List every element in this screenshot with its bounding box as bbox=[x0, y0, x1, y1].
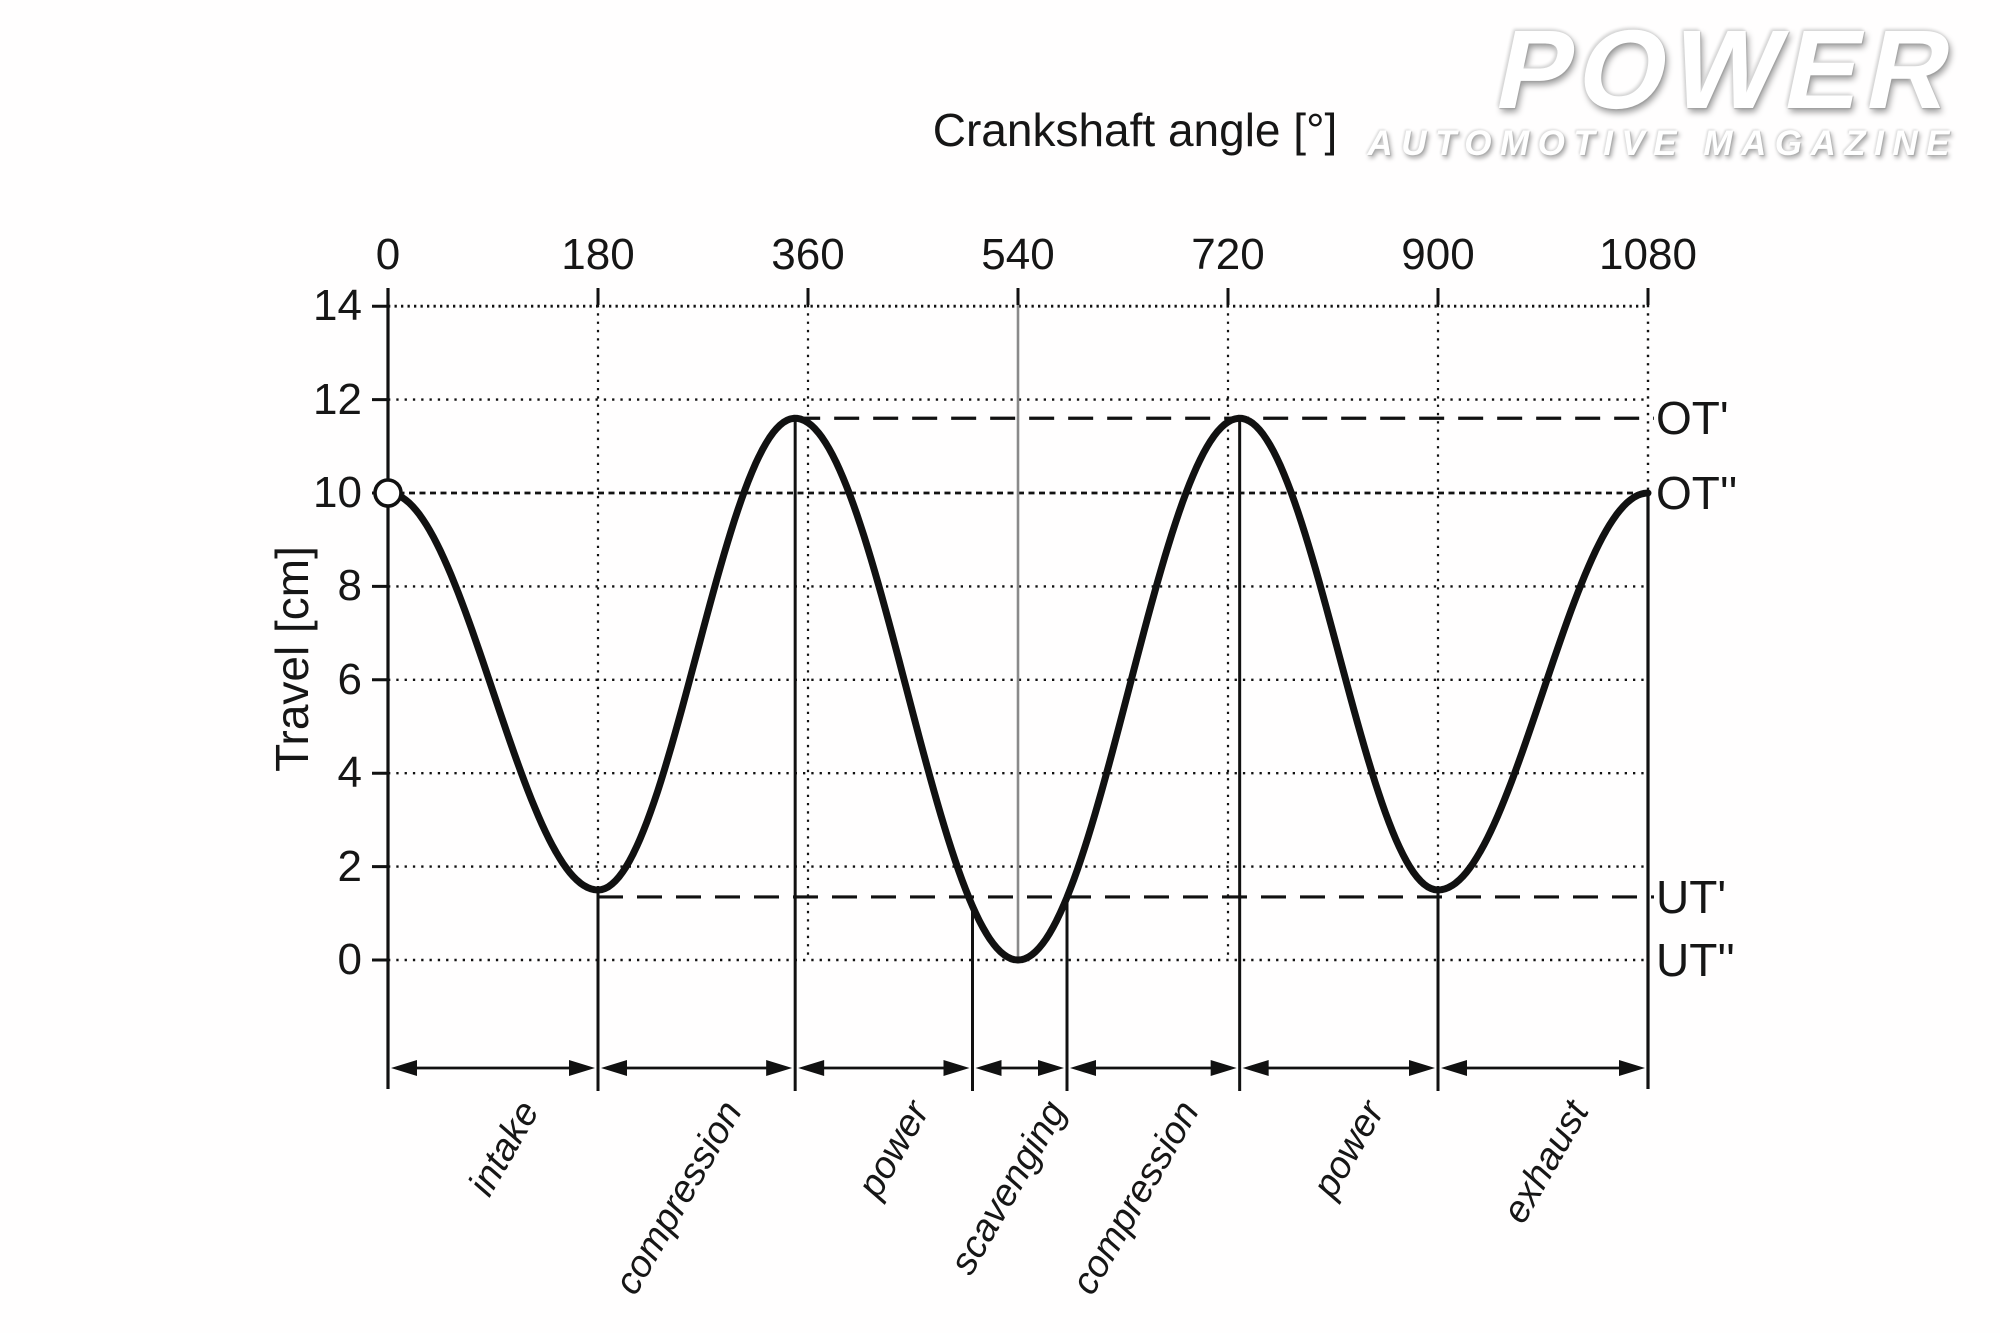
x-tick-label-0: 0 bbox=[375, 230, 401, 279]
y-tick-label-4: 4 bbox=[337, 748, 362, 798]
piston-travel-curve bbox=[384, 414, 1652, 964]
x-tick-label-900: 900 bbox=[1401, 230, 1475, 279]
right-label-1: OT'' bbox=[1656, 467, 1738, 519]
y-tick-label-6: 6 bbox=[337, 654, 362, 704]
logo-name-text: POWER bbox=[1486, 7, 1972, 132]
power-magazine-logo: POWER AUTOMOTIVE MAGAZINE bbox=[1367, 7, 1971, 164]
phase-arrowhead-right-power bbox=[1409, 1060, 1435, 1076]
y-tick-label-12: 12 bbox=[313, 374, 362, 424]
phase-arrowhead-left-power bbox=[798, 1060, 825, 1076]
right-label-0: OT' bbox=[1656, 392, 1729, 445]
logo-tagline-text: AUTOMOTIVE MAGAZINE bbox=[1367, 124, 1958, 163]
phase-arrowhead-left-exhaust bbox=[1441, 1060, 1467, 1076]
x-tick-label-180: 180 bbox=[561, 230, 635, 279]
phase-arrowhead-left-intake bbox=[391, 1060, 417, 1076]
y-tick-label-8: 8 bbox=[337, 561, 362, 611]
x-axis-title: Crankshaft angle [°] bbox=[932, 104, 1338, 156]
phase-arrowhead-right-exhaust bbox=[1619, 1060, 1645, 1076]
phase-arrowhead-right-compression bbox=[1210, 1060, 1237, 1076]
start-open-circle-marker bbox=[373, 478, 403, 508]
y-tick-label-10: 10 bbox=[313, 468, 362, 517]
y-tick-label-14: 14 bbox=[313, 281, 362, 331]
phase-arrowhead-right-power bbox=[943, 1060, 970, 1076]
y-tick-label-2: 2 bbox=[337, 841, 362, 891]
phase-arrowhead-left-compression bbox=[601, 1060, 627, 1076]
y-tick-label-0: 0 bbox=[337, 935, 362, 984]
phase-arrowhead-left-power bbox=[1242, 1060, 1269, 1076]
phase-arrowhead-right-intake bbox=[569, 1060, 595, 1076]
phase-arrowhead-left-scavenging bbox=[975, 1060, 1002, 1076]
phase-arrowhead-right-compression bbox=[766, 1060, 793, 1076]
x-tick-label-1080: 1080 bbox=[1599, 230, 1697, 279]
right-label-2: UT' bbox=[1656, 870, 1727, 923]
x-tick-label-360: 360 bbox=[771, 230, 845, 279]
phase-arrowhead-right-scavenging bbox=[1038, 1060, 1064, 1076]
phase-arrowhead-left-compression bbox=[1070, 1060, 1096, 1076]
x-tick-label-720: 720 bbox=[1191, 230, 1265, 279]
right-label-3: UT'' bbox=[1656, 934, 1735, 986]
x-tick-label-540: 540 bbox=[981, 230, 1055, 279]
